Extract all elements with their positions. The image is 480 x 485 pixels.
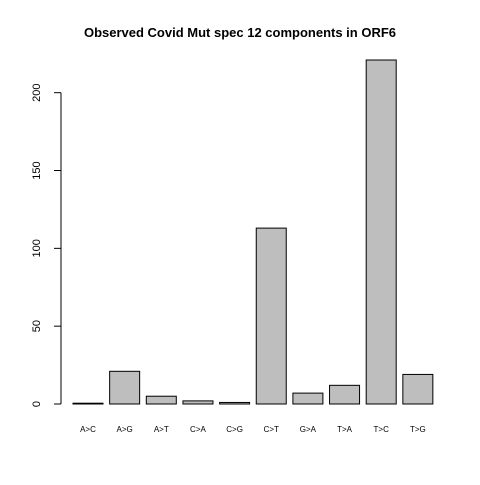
x-tick-label: A>G — [117, 425, 133, 434]
chart-title: Observed Covid Mut spec 12 components in… — [84, 25, 396, 40]
bar-A>T — [145, 395, 177, 405]
x-tick-label: A>T — [154, 425, 169, 434]
bars-group — [72, 59, 434, 405]
x-tick-labels: A>C A>G A>T C>A C>G C>T G>A T>A T>C T>G — [80, 425, 426, 434]
x-tick-label: G>A — [300, 425, 317, 434]
x-tick-label: C>T — [264, 425, 279, 434]
bar-A>C — [72, 402, 104, 405]
x-tick-label: C>G — [226, 425, 243, 434]
bar-G>A — [292, 392, 324, 405]
bar-T>A — [329, 384, 361, 405]
x-tick-label: T>A — [337, 425, 353, 434]
y-axis: 0 50 100 150 200 — [31, 84, 62, 407]
y-tick-label: 150 — [31, 161, 43, 179]
x-tick-label: C>A — [190, 425, 206, 434]
y-tick-label: 200 — [31, 84, 43, 102]
y-tick-label: 100 — [31, 239, 43, 257]
y-tick-label: 0 — [31, 401, 43, 407]
bar-A>G — [109, 370, 141, 405]
x-tick-label: A>C — [80, 425, 96, 434]
bar-C>G — [219, 401, 251, 405]
y-tick-label: 50 — [31, 320, 43, 332]
bar-C>T — [255, 227, 287, 405]
bar-T>G — [402, 373, 434, 405]
x-tick-label: T>G — [410, 425, 426, 434]
x-tick-label: T>C — [374, 425, 390, 434]
bar-T>C — [365, 59, 397, 405]
bar-C>A — [182, 400, 214, 405]
